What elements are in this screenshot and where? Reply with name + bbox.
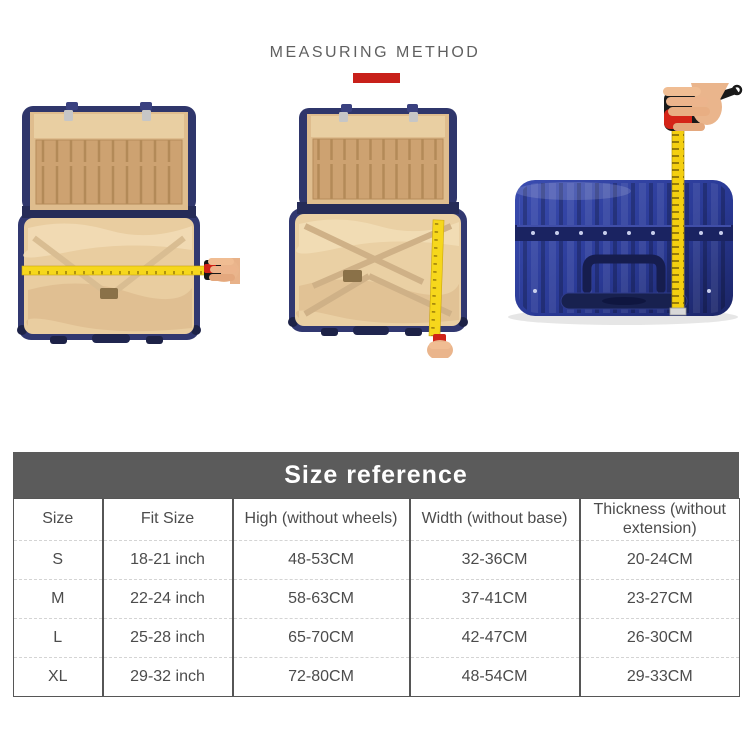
page-title: MEASURING METHOD	[269, 44, 481, 61]
col-header-thickness: Thickness (without extension)	[578, 498, 740, 541]
col-header-high: High (without wheels)	[231, 498, 410, 541]
col-header-size: Size	[42, 510, 74, 528]
table-cell: 29-33CM	[578, 657, 740, 697]
size-table: Size Fit Size High (without wheels) Widt…	[13, 498, 740, 697]
table-cell: 29-32 inch	[101, 657, 233, 697]
photo-open-suitcase-width	[17, 102, 240, 344]
table-cell: 22-24 inch	[101, 579, 233, 619]
table-cell: 65-70CM	[231, 618, 410, 658]
table-cell: M	[13, 579, 103, 619]
table-cell: 48-53CM	[231, 540, 410, 580]
table-cell: 58-63CM	[231, 579, 410, 619]
col-header-width: Width (without base)	[408, 498, 580, 541]
red-underline-bar	[353, 73, 400, 83]
table-row: M 22-24 inch 58-63CM 37-41CM 23-27CM	[13, 579, 740, 619]
table-cell: 48-54CM	[408, 657, 580, 697]
table-cell: 42-47CM	[408, 618, 580, 658]
table-cell: 32-36CM	[408, 540, 580, 580]
table-title: Size reference	[13, 452, 739, 498]
table-cell: L	[13, 618, 103, 658]
suitcase-handle	[582, 254, 666, 294]
table-cell: XL	[13, 657, 103, 697]
table-cell: 26-30CM	[578, 618, 740, 658]
table-header-row: Size Fit Size High (without wheels) Widt…	[14, 498, 740, 541]
table-cell: S	[13, 540, 103, 580]
table-cell: 37-41CM	[408, 579, 580, 619]
table-cell: 72-80CM	[231, 657, 410, 697]
table-row: L 25-28 inch 65-70CM 42-47CM 26-30CM	[13, 618, 740, 658]
suitcase-lid-interior	[307, 112, 449, 204]
measuring-tape	[21, 265, 207, 276]
measuring-tape	[428, 219, 445, 337]
col-header-fit-size: Fit Size	[101, 498, 233, 541]
suitcase-lid-interior	[30, 110, 188, 210]
hand-holding-tape-end	[427, 334, 453, 358]
table-row: XL 29-32 inch 72-80CM 48-54CM 29-33CM	[13, 657, 740, 697]
table-cell: 20-24CM	[578, 540, 740, 580]
table-cell: 18-21 inch	[101, 540, 233, 580]
table-cell: 23-27CM	[578, 579, 740, 619]
table-cell: 25-28 inch	[101, 618, 233, 658]
table-row: S 18-21 inch 48-53CM 32-36CM 20-24CM	[13, 540, 740, 580]
measuring-tape	[669, 128, 687, 316]
size-reference-section: Size reference Size Fit Size High (witho…	[13, 452, 740, 697]
closed-suitcase	[515, 180, 733, 316]
hand-holding-tape-measure	[663, 83, 743, 131]
suitcase-body-interior	[23, 218, 194, 334]
tape-measure-and-hand	[204, 258, 240, 284]
photo-open-suitcase-depth	[288, 104, 468, 358]
suitcase-body-interior	[295, 214, 461, 326]
photo-closed-suitcase-height	[508, 83, 743, 325]
